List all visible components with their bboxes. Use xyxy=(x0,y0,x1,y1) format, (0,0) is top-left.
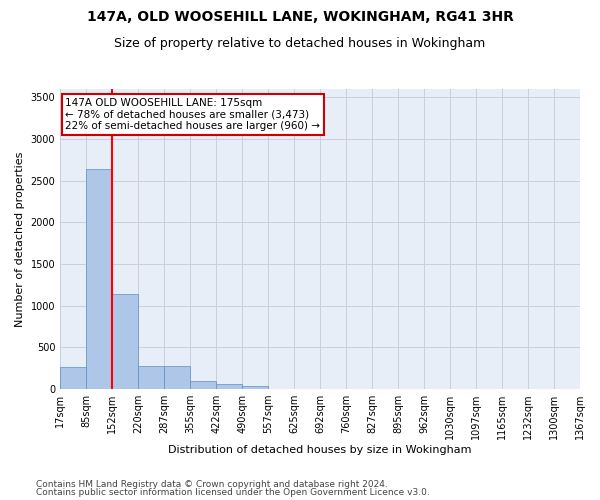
Text: Contains HM Land Registry data © Crown copyright and database right 2024.: Contains HM Land Registry data © Crown c… xyxy=(36,480,388,489)
Text: 147A, OLD WOOSEHILL LANE, WOKINGHAM, RG41 3HR: 147A, OLD WOOSEHILL LANE, WOKINGHAM, RG4… xyxy=(86,10,514,24)
Bar xyxy=(190,381,216,389)
Bar xyxy=(138,366,164,389)
Bar xyxy=(242,386,268,389)
Bar xyxy=(164,366,190,389)
Bar xyxy=(60,366,86,389)
Bar xyxy=(216,384,242,389)
Text: Contains public sector information licensed under the Open Government Licence v3: Contains public sector information licen… xyxy=(36,488,430,497)
X-axis label: Distribution of detached houses by size in Wokingham: Distribution of detached houses by size … xyxy=(169,445,472,455)
Text: Size of property relative to detached houses in Wokingham: Size of property relative to detached ho… xyxy=(115,38,485,51)
Bar xyxy=(112,294,138,389)
Bar xyxy=(86,169,112,389)
Y-axis label: Number of detached properties: Number of detached properties xyxy=(15,152,25,326)
Text: 147A OLD WOOSEHILL LANE: 175sqm
← 78% of detached houses are smaller (3,473)
22%: 147A OLD WOOSEHILL LANE: 175sqm ← 78% of… xyxy=(65,98,320,131)
